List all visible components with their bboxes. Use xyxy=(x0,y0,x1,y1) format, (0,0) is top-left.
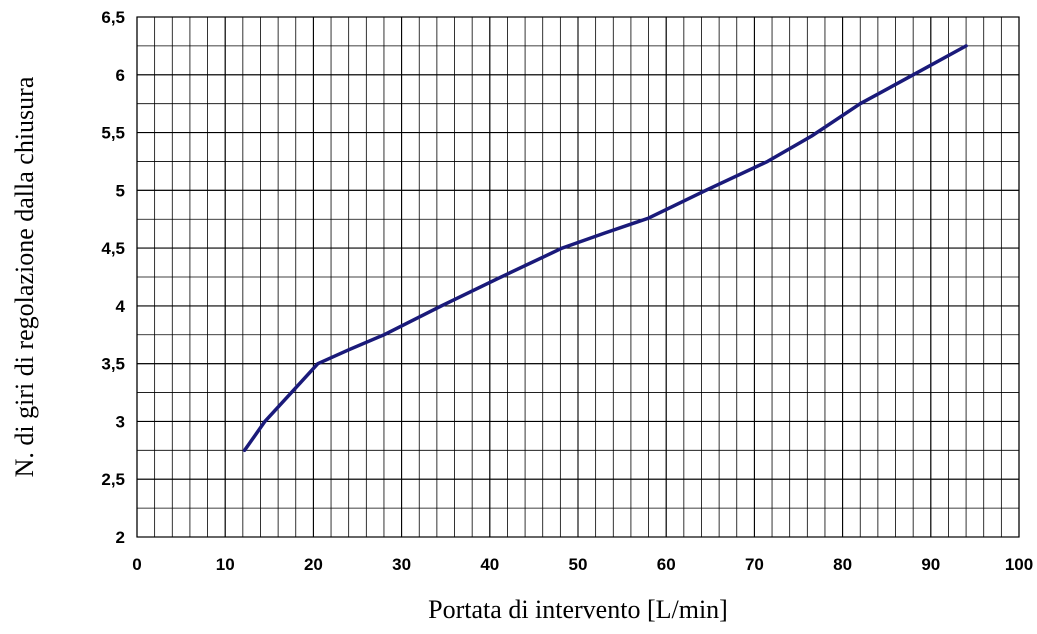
x-tick-labels: 0 10 20 30 40 50 60 70 80 90 100 xyxy=(132,555,1033,574)
series-layer xyxy=(242,44,968,453)
x-tick-label: 100 xyxy=(1005,555,1033,574)
x-tick-label: 30 xyxy=(392,555,411,574)
x-tick-label: 10 xyxy=(216,555,235,574)
y-tick-label: 5 xyxy=(116,181,125,200)
y-tick-label: 5,5 xyxy=(101,124,125,143)
x-tick-label: 90 xyxy=(921,555,940,574)
y-tick-label: 6,5 xyxy=(101,8,125,27)
y-tick-label: 4,5 xyxy=(101,239,125,258)
y-tick-label: 2,5 xyxy=(101,470,125,489)
y-axis-title: N. di giri di regolazione dalla chiusura xyxy=(10,76,39,477)
y-tick-label: 3,5 xyxy=(101,355,125,374)
y-tick-label: 4 xyxy=(116,297,126,316)
x-tick-label: 50 xyxy=(569,555,588,574)
y-tick-label: 6 xyxy=(116,66,125,85)
y-tick-label: 3 xyxy=(116,412,125,431)
series-line xyxy=(242,44,968,453)
x-tick-label: 40 xyxy=(480,555,499,574)
plot-area-frame xyxy=(136,16,1020,538)
x-tick-label: 80 xyxy=(833,555,852,574)
x-tick-label: 70 xyxy=(745,555,764,574)
x-axis-title: Portata di intervento [L/min] xyxy=(428,595,728,624)
x-tick-label: 20 xyxy=(304,555,323,574)
y-tick-labels: 2 2,5 3 3,5 4 4,5 5 5,5 6 6,5 xyxy=(101,8,125,547)
x-tick-label: 60 xyxy=(657,555,676,574)
y-tick-label: 2 xyxy=(116,528,125,547)
x-tick-label: 0 xyxy=(132,555,141,574)
